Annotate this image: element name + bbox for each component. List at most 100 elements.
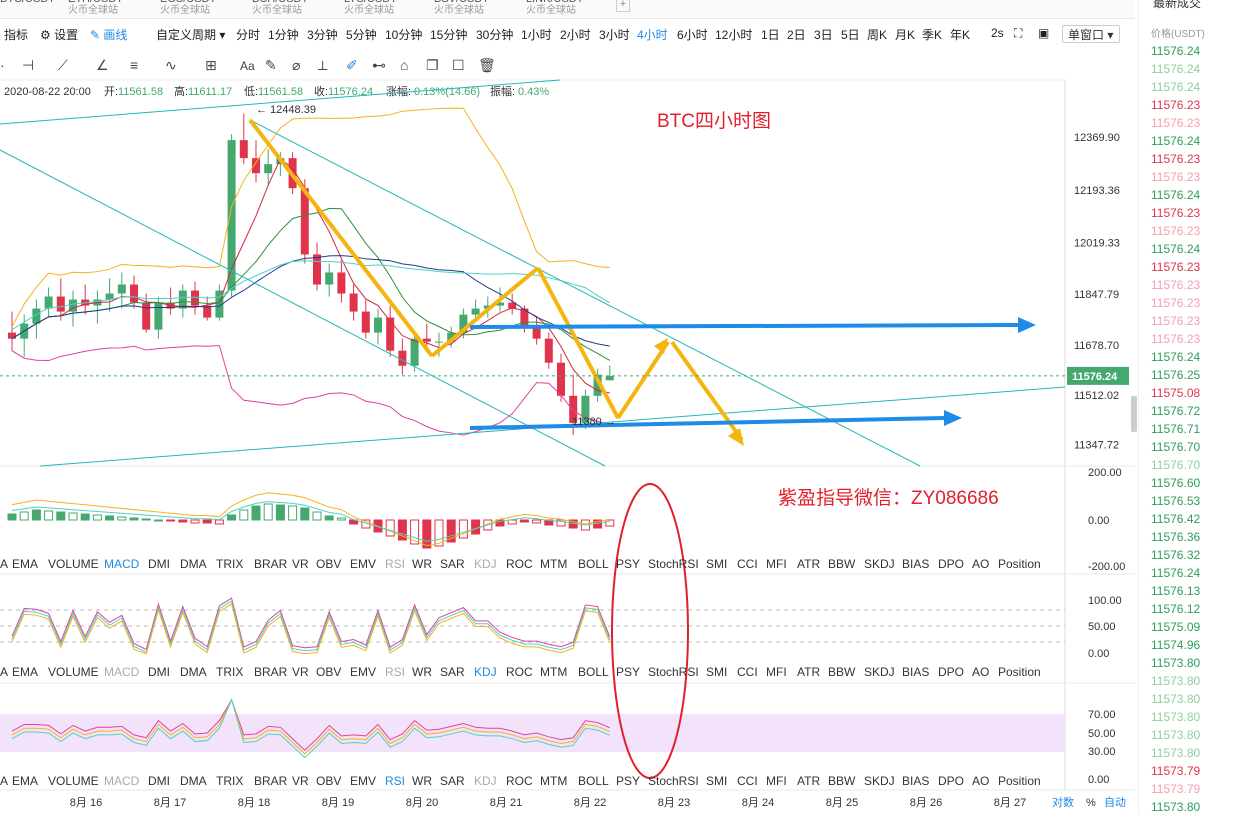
indicator-tab[interactable]: A: [0, 665, 8, 679]
indicator-tab[interactable]: PSY: [616, 774, 640, 788]
indicator-tab[interactable]: MFI: [766, 557, 787, 571]
angle-icon[interactable]: ∠: [96, 57, 109, 73]
add-tab-button[interactable]: +: [616, 0, 630, 12]
indicator-tab[interactable]: SMI: [706, 774, 727, 788]
indicator-tab[interactable]: DPO: [938, 774, 964, 788]
magnet-icon[interactable]: ✐: [346, 57, 358, 73]
indicator-tab[interactable]: BRAR: [254, 557, 288, 571]
indicator-tab[interactable]: PSY: [616, 665, 640, 679]
indicator-tab[interactable]: Position: [998, 665, 1041, 679]
indicator-tab[interactable]: EMA: [12, 557, 38, 571]
custom-period-dropdown[interactable]: 自定义周期 ▾: [156, 28, 226, 42]
percent-scale-toggle[interactable]: %: [1086, 797, 1096, 809]
indicator-tab[interactable]: VOLUME: [48, 557, 99, 571]
indicator-tab[interactable]: DMI: [148, 774, 170, 788]
indicator-tab[interactable]: ATR: [797, 774, 820, 788]
window-mode-select[interactable]: 单窗口 ▾: [1062, 25, 1120, 43]
indicator-tab[interactable]: SMI: [706, 557, 727, 571]
indicator-tab[interactable]: CCI: [737, 774, 758, 788]
indicator-tab[interactable]: MACD: [104, 665, 140, 679]
indicator-tab[interactable]: MFI: [766, 665, 787, 679]
indicator-tab[interactable]: PSY: [616, 557, 640, 571]
period-2[interactable]: 1分钟: [268, 28, 299, 42]
lock-icon[interactable]: ⌂: [400, 57, 409, 73]
indicator-tab[interactable]: SKDJ: [864, 557, 895, 571]
indicator-tab[interactable]: KDJ: [474, 665, 497, 679]
indicator-tab[interactable]: ATR: [797, 665, 820, 679]
copy-icon[interactable]: ❐: [426, 57, 439, 73]
sidebar-collapse-handle[interactable]: [1131, 396, 1137, 432]
period-20[interactable]: 季K: [922, 28, 943, 42]
text-tool-icon[interactable]: Aa: [240, 59, 255, 73]
indicator-tab[interactable]: TRIX: [216, 774, 243, 788]
indicator-tab[interactable]: BOLL: [578, 665, 609, 679]
indicator-tab[interactable]: BBW: [828, 557, 856, 571]
period-16[interactable]: 3日: [814, 28, 833, 42]
indicator-tab[interactable]: EMA: [12, 774, 38, 788]
indicator-tab[interactable]: EMV: [350, 774, 376, 788]
symbol-tab[interactable]: BTC/USDT: [0, 0, 55, 16]
indicator-tab[interactable]: OBV: [316, 774, 341, 788]
symbol-tab[interactable]: ETH/USDT火币全球站: [68, 0, 123, 16]
hide-icon[interactable]: ☐: [452, 57, 465, 73]
period-11[interactable]: 4小时: [637, 28, 668, 42]
period-17[interactable]: 5日: [841, 28, 860, 42]
draw-button[interactable]: ✎ 画线: [90, 28, 128, 42]
indicator-tab[interactable]: DPO: [938, 557, 964, 571]
indicator-tab[interactable]: ROC: [506, 557, 533, 571]
indicator-tab[interactable]: AO: [972, 774, 989, 788]
eraser-icon[interactable]: ⌀: [292, 57, 301, 73]
indicator-tab[interactable]: SAR: [440, 774, 465, 788]
indicator-tab[interactable]: BIAS: [902, 557, 929, 571]
indicator-tab[interactable]: RSI: [385, 557, 405, 571]
indicator-tab[interactable]: AO: [972, 665, 989, 679]
indicator-button[interactable]: 指标: [4, 28, 29, 42]
wave-icon[interactable]: ∿: [165, 57, 177, 73]
indicator-tab[interactable]: ATR: [797, 557, 820, 571]
period-15[interactable]: 2日: [787, 28, 806, 42]
settings-button[interactable]: ⚙ 设置: [40, 28, 79, 42]
period-1[interactable]: 分时: [236, 28, 261, 42]
period-7[interactable]: 30分钟: [476, 28, 514, 42]
indicator-tab[interactable]: OBV: [316, 557, 341, 571]
indicator-tab[interactable]: EMA: [12, 665, 38, 679]
indicator-tab[interactable]: MTM: [540, 665, 567, 679]
indicator-tab[interactable]: StochRSI: [648, 774, 699, 788]
period-21[interactable]: 年K: [950, 28, 971, 42]
indicator-tab[interactable]: A: [0, 774, 8, 788]
indicator-tab[interactable]: RSI: [385, 665, 405, 679]
symbol-tab[interactable]: BCH/USDT火币全球站: [252, 0, 308, 16]
trend-line-icon[interactable]: ⟋: [58, 57, 68, 73]
indicator-tab[interactable]: MACD: [104, 774, 140, 788]
chart-area[interactable]: 2020-08-22 20:00 开: 11561.58 高: 11611.17 低: 11…: [0, 0, 1135, 814]
indicator-tab[interactable]: MTM: [540, 557, 567, 571]
indicator-tab[interactable]: TRIX: [216, 665, 243, 679]
indicator-tab[interactable]: VOLUME: [48, 665, 99, 679]
indicator-tab[interactable]: Position: [998, 774, 1041, 788]
indicator-tab[interactable]: VR: [292, 557, 309, 571]
indicator-tab[interactable]: BRAR: [254, 774, 288, 788]
indicator-tab[interactable]: VR: [292, 665, 309, 679]
indicator-tab[interactable]: OBV: [316, 665, 341, 679]
log-scale-toggle[interactable]: 对数: [1052, 795, 1074, 809]
indicator-tab[interactable]: DMA: [180, 557, 207, 571]
period-19[interactable]: 月K: [895, 28, 916, 42]
indicator-tab[interactable]: BBW: [828, 774, 856, 788]
period-3[interactable]: 3分钟: [307, 28, 338, 42]
indicator-tab[interactable]: AO: [972, 557, 989, 571]
indicator-tab[interactable]: DMA: [180, 665, 207, 679]
indicator-tab[interactable]: SAR: [440, 665, 465, 679]
indicator-tab[interactable]: ROC: [506, 774, 533, 788]
indicator-tab[interactable]: MTM: [540, 774, 567, 788]
period-5[interactable]: 10分钟: [385, 28, 423, 42]
indicator-tab[interactable]: BBW: [828, 665, 856, 679]
indicator-tab[interactable]: EMV: [350, 665, 376, 679]
indicator-tab[interactable]: StochRSI: [648, 557, 699, 571]
indicator-tab[interactable]: VR: [292, 774, 309, 788]
cursor-icon[interactable]: ·: [0, 57, 5, 73]
symbol-tab[interactable]: EOS/USDT火币全球站: [160, 0, 216, 16]
indicator-tab[interactable]: BIAS: [902, 774, 929, 788]
symbol-tab[interactable]: LTC/USDT火币全球站: [344, 0, 397, 16]
indicator-tab[interactable]: SKDJ: [864, 665, 895, 679]
indicator-tab[interactable]: DMI: [148, 557, 170, 571]
